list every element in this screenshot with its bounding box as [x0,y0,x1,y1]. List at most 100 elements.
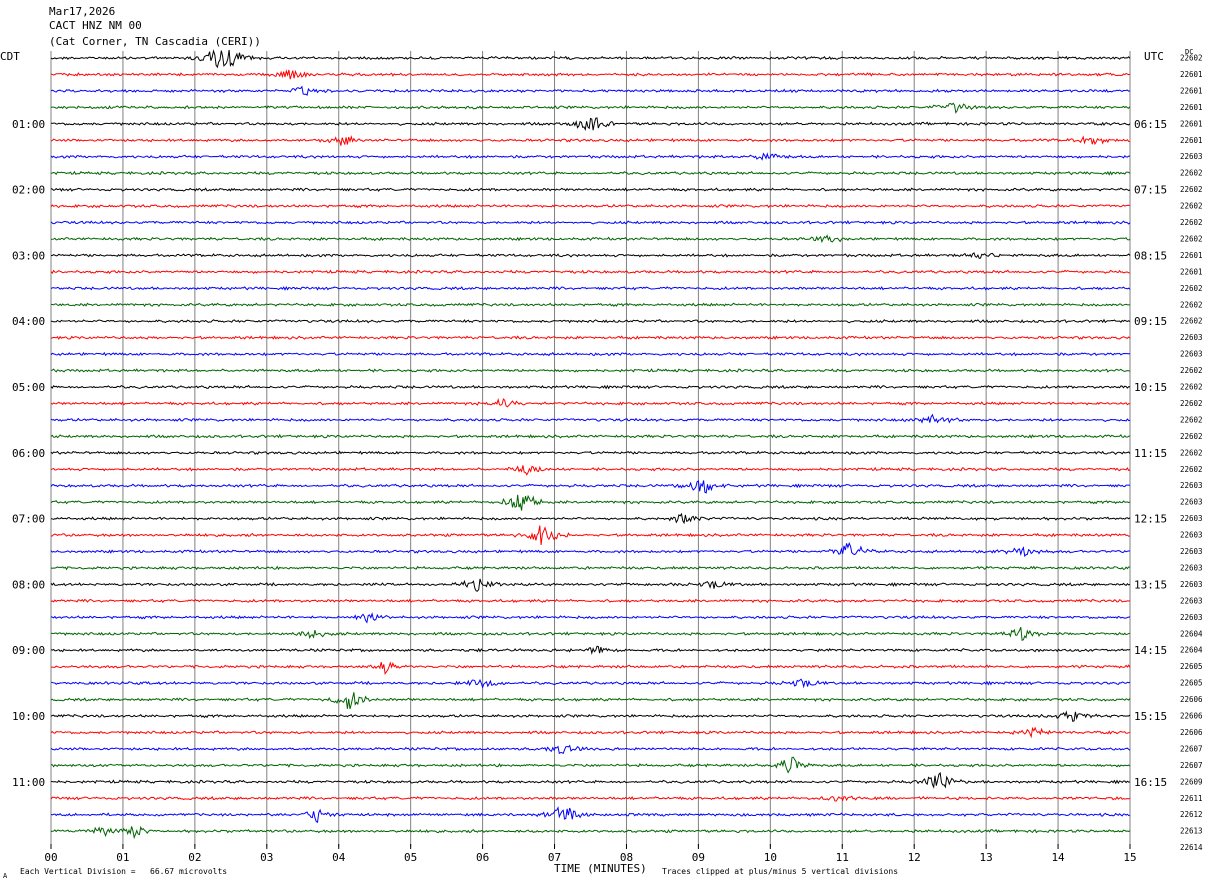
right-time-label: 11:15 [1134,447,1167,460]
station-location: (Cat Corner, TN Cascadia (CERI)) [49,35,261,48]
trace-37 [50,661,1131,676]
x-tick-label: 10 [764,851,777,864]
right-time-label: 12:15 [1134,513,1167,526]
dc-offset-label: 22603 [1180,596,1203,605]
x-tick-label: 05 [404,851,417,864]
trace-20 [50,384,1131,390]
right-time-label: 09:15 [1134,315,1167,328]
dc-offset-label: 22602 [1180,383,1203,392]
trace-21 [50,397,1131,408]
trace-18 [50,351,1131,357]
dc-offset-label: 22603 [1180,350,1203,359]
x-tick-label: 13 [980,851,993,864]
trace-15 [50,302,1131,308]
dc-offset-label: 22603 [1180,547,1203,556]
dc-offset-label: 22602 [1180,169,1203,178]
x-tick-label: 15 [1123,851,1136,864]
trace-19 [50,368,1131,373]
trace-35 [50,626,1131,641]
trace-39 [50,692,1131,710]
station-code: CACT HNZ NM 00 [49,19,142,32]
dc-offset-label: 22603 [1180,514,1203,523]
trace-14 [50,286,1131,291]
left-time-label: 08:00 [12,578,45,591]
dc-offset-label: 22601 [1180,103,1203,112]
x-axis-title: TIME (MINUTES) [554,862,647,875]
trace-10 [50,219,1131,225]
left-time-label: 01:00 [12,118,45,131]
dc-offset-label: 22602 [1180,415,1203,424]
x-tick-label: 00 [44,851,57,864]
x-tick-label: 09 [692,851,705,864]
left-time-label: 03:00 [12,249,45,262]
trace-29 [51,525,1131,545]
left-time-label: 02:00 [12,184,45,197]
trace-30 [50,541,1131,557]
trace-1 [50,69,1131,80]
trace-47 [50,825,1131,840]
dc-offset-label: 22606 [1180,728,1203,737]
seismic-traces [50,49,1131,840]
left-time-label: 09:00 [12,644,45,657]
trace-6 [50,152,1131,161]
right-timezone-label: UTC [1144,50,1164,63]
dc-offset-label: 22602 [1180,185,1203,194]
trace-3 [50,102,1131,114]
trace-0 [50,49,1131,69]
x-tick-label: 02 [188,851,201,864]
dc-offset-label: 22601 [1180,70,1203,79]
trace-44 [50,771,1131,789]
trace-36 [50,645,1131,656]
trace-2 [50,85,1131,96]
dc-offset-label: 22603 [1180,563,1203,572]
x-axis-ticks: 00 01 02 03 04 05 06 07 08 09 10 11 12 13 14 15 [44,844,1137,864]
dc-offset-label: 22614 [1180,843,1203,852]
trace-34 [50,612,1131,624]
record-date: Mar17,2026 [49,5,116,18]
x-tick-label: 11 [836,851,849,864]
right-time-label: 13:15 [1134,578,1167,591]
trace-46 [50,806,1131,824]
trace-41 [50,726,1131,739]
x-tick-label: 04 [332,851,346,864]
trace-32 [50,578,1131,592]
left-timezone-label: CDT [0,50,20,63]
dc-offset-label: 22603 [1180,580,1203,589]
trace-17 [50,335,1131,341]
left-time-label: 07:00 [12,513,45,526]
left-time-label: 10:00 [12,710,45,723]
dc-offset-label: 22607 [1180,744,1203,753]
left-time-label: 06:00 [12,447,45,460]
dc-offset-label: 22602 [1180,399,1203,408]
dc-offset-label: 22604 [1180,646,1203,655]
trace-27 [50,494,1131,511]
trace-13 [50,269,1131,275]
right-time-label: 08:15 [1134,249,1167,262]
dc-offset-label: 22601 [1180,136,1203,145]
trace-40 [50,710,1131,723]
dc-offset-label: 22611 [1180,794,1203,803]
trace-43 [50,756,1131,774]
trace-8 [50,187,1131,192]
corner-mark: A [3,872,8,880]
trace-25 [50,465,1131,476]
dc-offset-label: 22606 [1180,712,1203,721]
trace-23 [50,433,1131,439]
dc-offset-label: 22609 [1180,777,1203,786]
left-time-label: 11:00 [12,776,45,789]
clipping-note: Traces clipped at plus/minus 5 vertical … [662,867,899,876]
x-tick-label: 07 [548,851,561,864]
trace-31 [50,565,1131,571]
vertical-division-note: Each Vertical Division = 66.67 microvolt… [20,867,228,876]
trace-22 [50,413,1131,424]
trace-45 [50,795,1131,802]
trace-4 [50,117,1131,132]
dc-offset-label: 22602 [1180,300,1203,309]
dc-offset-label: 22601 [1180,251,1203,260]
dc-offset-label: 22605 [1180,679,1203,688]
minute-gridlines [50,51,1131,847]
left-time-labels: 01:00 02:00 03:00 04:00 05:00 06:00 07:00 08:00… [12,118,45,789]
trace-7 [50,170,1131,176]
dc-offset-label: 22602 [1180,366,1203,375]
trace-9 [50,203,1131,209]
